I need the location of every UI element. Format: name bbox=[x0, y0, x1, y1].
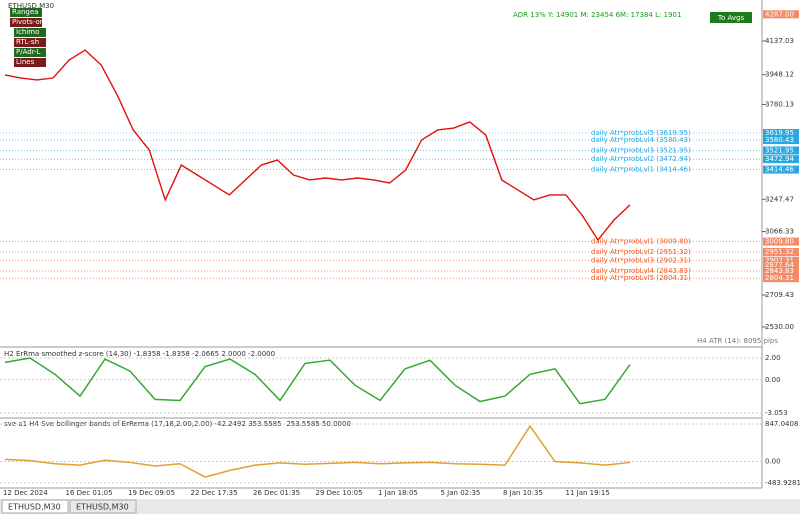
price-label: 4287.00 bbox=[765, 10, 794, 18]
osc-line bbox=[4, 424, 631, 478]
price-label: 4137.03 bbox=[765, 37, 794, 45]
price-label: 3472.94 bbox=[765, 155, 794, 163]
indicator-button-label[interactable]: RTL-sh bbox=[16, 38, 39, 46]
indicator-button[interactable] bbox=[14, 58, 46, 67]
indicator-button-label[interactable]: Pivots-or bbox=[12, 18, 43, 26]
price-tag bbox=[763, 165, 799, 174]
osc-axis-label: -3.053 bbox=[765, 409, 788, 417]
price-tag bbox=[763, 247, 799, 256]
price-tag bbox=[763, 146, 799, 155]
osc-axis-label: 0.00 bbox=[765, 458, 781, 466]
price-label: 2951.32 bbox=[765, 248, 794, 256]
price-label: 2877.64 bbox=[765, 261, 794, 269]
osc-axis-label: 0.00 bbox=[765, 376, 781, 384]
osc-axis-label: 847.0408 bbox=[765, 420, 798, 428]
price-tag bbox=[763, 267, 799, 276]
tab[interactable] bbox=[1, 499, 69, 514]
price-label: 3780.13 bbox=[765, 101, 794, 109]
price-label: 2804.31 bbox=[765, 274, 794, 282]
stats: ADR 13% Y: 14901 M: 23454 6M: 17384 L: 1… bbox=[513, 11, 681, 19]
date-label: 19 Dec 09:05 bbox=[128, 489, 175, 497]
price-label: 3247.47 bbox=[765, 195, 794, 203]
date-label: 16 Dec 01:05 bbox=[66, 489, 113, 497]
price-label: 3948.12 bbox=[765, 71, 794, 79]
level-label: daily Atr*probLvl2 (2951.32) bbox=[591, 248, 691, 256]
date-label: 12 Dec 2024 bbox=[3, 489, 48, 497]
indicator-button-label[interactable]: P/Adr-L bbox=[16, 48, 41, 56]
price-label: 3521.95 bbox=[765, 146, 794, 154]
price-label: 3414.46 bbox=[765, 166, 794, 174]
level-label: daily Atr*probLvl4 (3580.43) bbox=[591, 136, 691, 144]
price-label: 3066.33 bbox=[765, 228, 794, 236]
level-label: daily Atr*probLvl5 (2804.31) bbox=[591, 274, 691, 282]
price-label: 2843.83 bbox=[765, 267, 794, 275]
indicator-button[interactable] bbox=[10, 8, 42, 17]
date-label: 11 Jan 19:15 bbox=[566, 489, 610, 497]
level-label: daily Atr*probLvl1 (3009.80) bbox=[591, 238, 691, 246]
atr-label: H4 ATR (14): 8095 pips bbox=[697, 337, 778, 345]
indicator-button[interactable] bbox=[14, 48, 46, 57]
date-label: 5 Jan 02:35 bbox=[441, 489, 481, 497]
date-label: 26 Dec 01:35 bbox=[253, 489, 300, 497]
date-label: 29 Dec 10:05 bbox=[316, 489, 363, 497]
osc-axis-label: 2.00 bbox=[765, 354, 781, 362]
price-label: 3619.95 bbox=[765, 129, 794, 137]
price-label: 2902.31 bbox=[765, 257, 794, 265]
osc-line bbox=[4, 357, 631, 405]
level-label: daily Atr*probLvl1 (3414.46) bbox=[591, 166, 691, 174]
zscore-title: H2 ErRma smoothed z-score (14,30) -1.835… bbox=[4, 350, 275, 358]
date-label: 1 Jan 18:05 bbox=[378, 489, 418, 497]
price-tag bbox=[763, 155, 799, 164]
avg-button[interactable] bbox=[710, 12, 752, 23]
level-label: daily Atr*probLvl5 (3619.95) bbox=[591, 129, 691, 137]
price-label: 2709.43 bbox=[765, 291, 794, 299]
date-label: 22 Dec 17:35 bbox=[191, 489, 238, 497]
price-tag bbox=[763, 10, 799, 19]
tab-bar bbox=[0, 499, 800, 514]
indicator-button-label[interactable]: Lines bbox=[16, 58, 35, 66]
price-tag bbox=[763, 256, 799, 265]
indicator-button[interactable] bbox=[10, 18, 42, 27]
indicator-button[interactable] bbox=[14, 38, 46, 47]
level-label: daily Atr*probLvl4 (2843.83) bbox=[591, 267, 691, 275]
indicator-button-label[interactable]: Rangea bbox=[12, 8, 38, 16]
price-label: 3009.80 bbox=[765, 238, 794, 246]
date-label: 8 Jan 10:35 bbox=[503, 489, 543, 497]
tab-label[interactable]: ETHUSD,M30 bbox=[76, 503, 129, 512]
indicator-button-label[interactable]: Ichimo bbox=[16, 28, 39, 36]
level-label: daily Atr*probLvl3 (3521.95) bbox=[591, 146, 691, 154]
tab[interactable] bbox=[69, 499, 137, 514]
symbol: ETHUSD,M30 bbox=[8, 2, 54, 10]
avg-button-label[interactable]: To Avgs bbox=[717, 14, 745, 22]
price-line bbox=[4, 49, 631, 242]
price-label: 2530.00 bbox=[765, 323, 794, 331]
price-tag bbox=[763, 237, 799, 246]
level-label: daily Atr*probLvl2 (3472.94) bbox=[591, 155, 691, 163]
price-tag bbox=[763, 129, 799, 138]
tab-label[interactable]: ETHUSD,M30 bbox=[8, 503, 61, 512]
level-label: daily Atr*probLvl3 (2902.31) bbox=[591, 257, 691, 265]
osc-axis-label: -483.9281 bbox=[765, 479, 800, 487]
price-tag bbox=[763, 261, 799, 270]
price-label: 3580.43 bbox=[765, 136, 794, 144]
price-tag bbox=[763, 136, 799, 145]
indicator-button[interactable] bbox=[14, 28, 46, 37]
price-tag bbox=[763, 274, 799, 283]
